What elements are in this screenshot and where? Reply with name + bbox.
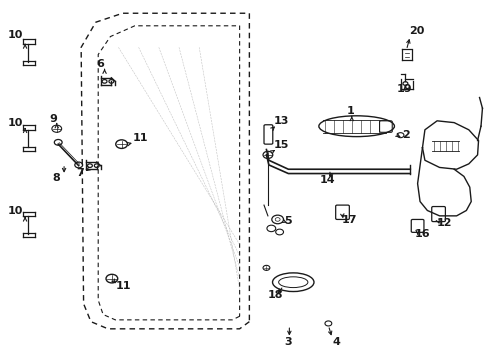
Text: 2: 2 (401, 130, 409, 140)
Text: 12: 12 (436, 217, 452, 228)
Text: 13: 13 (273, 116, 288, 126)
Text: 1: 1 (346, 105, 354, 116)
Text: 10: 10 (8, 206, 23, 216)
Text: 14: 14 (320, 175, 335, 185)
Text: 18: 18 (267, 291, 283, 300)
Text: 15: 15 (273, 140, 288, 150)
Ellipse shape (278, 277, 307, 288)
Text: 5: 5 (284, 216, 291, 226)
Text: 11: 11 (132, 132, 147, 143)
Text: 8: 8 (52, 173, 60, 183)
Text: 16: 16 (413, 229, 429, 239)
Text: 10: 10 (8, 30, 23, 40)
Text: 11: 11 (115, 282, 130, 291)
Text: 9: 9 (49, 114, 57, 124)
Text: 6: 6 (96, 59, 103, 69)
Text: 17: 17 (341, 215, 357, 225)
Text: 19: 19 (396, 84, 412, 94)
Text: 20: 20 (408, 26, 424, 36)
Text: 3: 3 (284, 337, 291, 347)
Text: 4: 4 (331, 337, 340, 347)
Text: 7: 7 (76, 168, 84, 179)
Text: 10: 10 (8, 118, 23, 128)
